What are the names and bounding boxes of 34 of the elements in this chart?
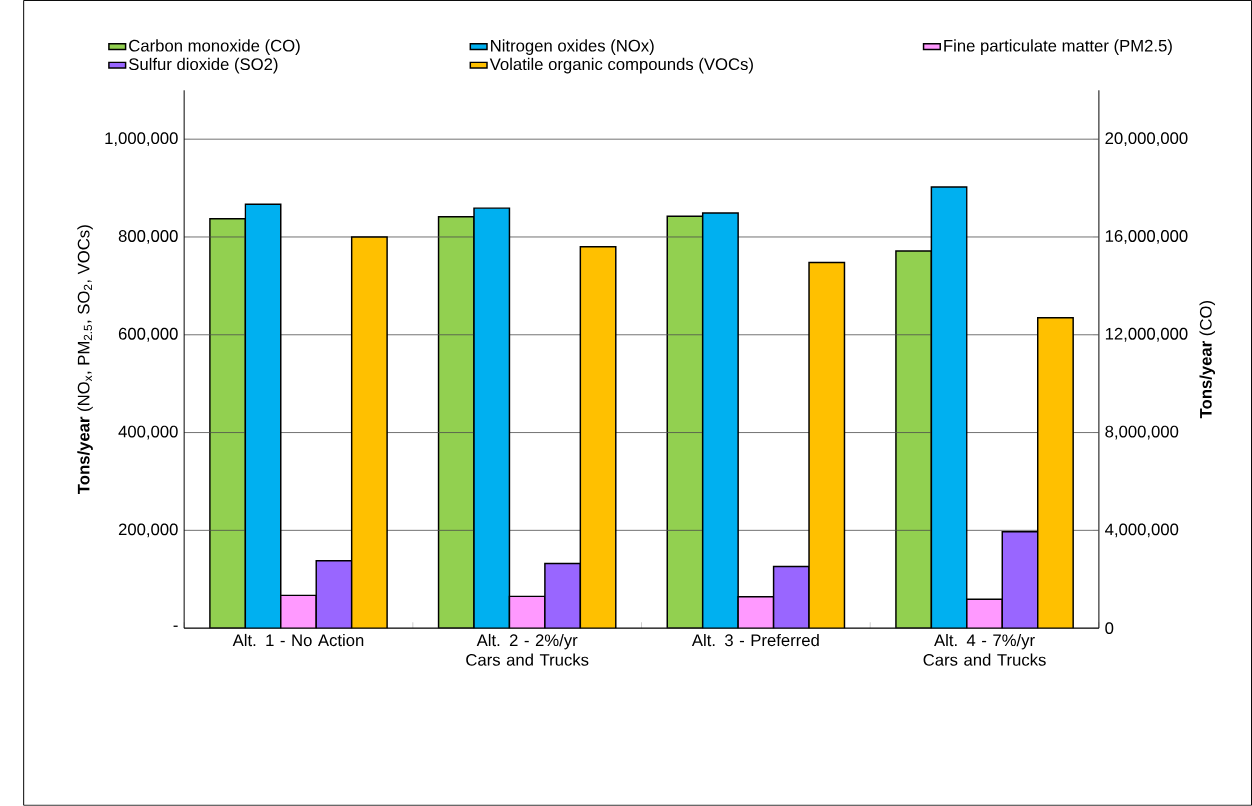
bar	[280, 594, 317, 629]
bar	[579, 246, 617, 629]
y2-tick-label: 16,000,000	[1105, 230, 1188, 244]
legend-label: Sulfur dioxide (SO2)	[129, 57, 278, 74]
bar	[966, 598, 1004, 629]
x-tick-label: Alt. 2 - 2%/yr Cars and Trucks	[466, 634, 589, 666]
bar	[1001, 531, 1039, 629]
y-tick-label: 1,000,000	[105, 132, 178, 147]
y2-tick-label: 20,000,000	[1105, 132, 1188, 147]
bar	[544, 562, 582, 629]
y-tick-label: -	[173, 625, 178, 627]
bar	[1036, 317, 1074, 629]
legend-label: Volatile organic compounds (VOCs)	[489, 57, 753, 74]
bar	[809, 262, 845, 629]
bar	[350, 236, 388, 629]
legend-label: Carbon monoxide (CO)	[129, 39, 300, 55]
y2-tick-label: 4,000,000	[1105, 523, 1179, 538]
bar	[315, 560, 353, 629]
y2-tick-label: 0	[1105, 622, 1114, 635]
y2-axis-title: Tons/year (CO)	[1199, 301, 1216, 419]
y-axis-title: Tons/year (NO$_{x}$, PM$_{2.5}$, SO$_{2}$, VOCs)	[77, 225, 93, 495]
x-tick-label: Alt. 1 - No Action	[232, 634, 364, 647]
y-tick-label: 400,000	[118, 425, 178, 440]
bar	[508, 595, 546, 629]
y-tick-label: 200,000	[118, 523, 178, 538]
legend-label: Nitrogen oxides (NOx)	[491, 39, 654, 55]
y-tick-label: 600,000	[118, 327, 178, 342]
y-tick-label: 800,000	[118, 230, 178, 244]
x-tick-label: Alt. 4 - 7%/yr Cars and Trucks	[923, 634, 1046, 666]
bar	[773, 566, 810, 629]
y2-tick-label: 8,000,000	[1105, 425, 1179, 440]
x-tick-label: Alt. 3 - Preferred	[691, 634, 819, 647]
y2-tick-label: 12,000,000	[1105, 327, 1188, 342]
legend-label: Fine particulate matter (PM2.5)	[944, 39, 1172, 55]
